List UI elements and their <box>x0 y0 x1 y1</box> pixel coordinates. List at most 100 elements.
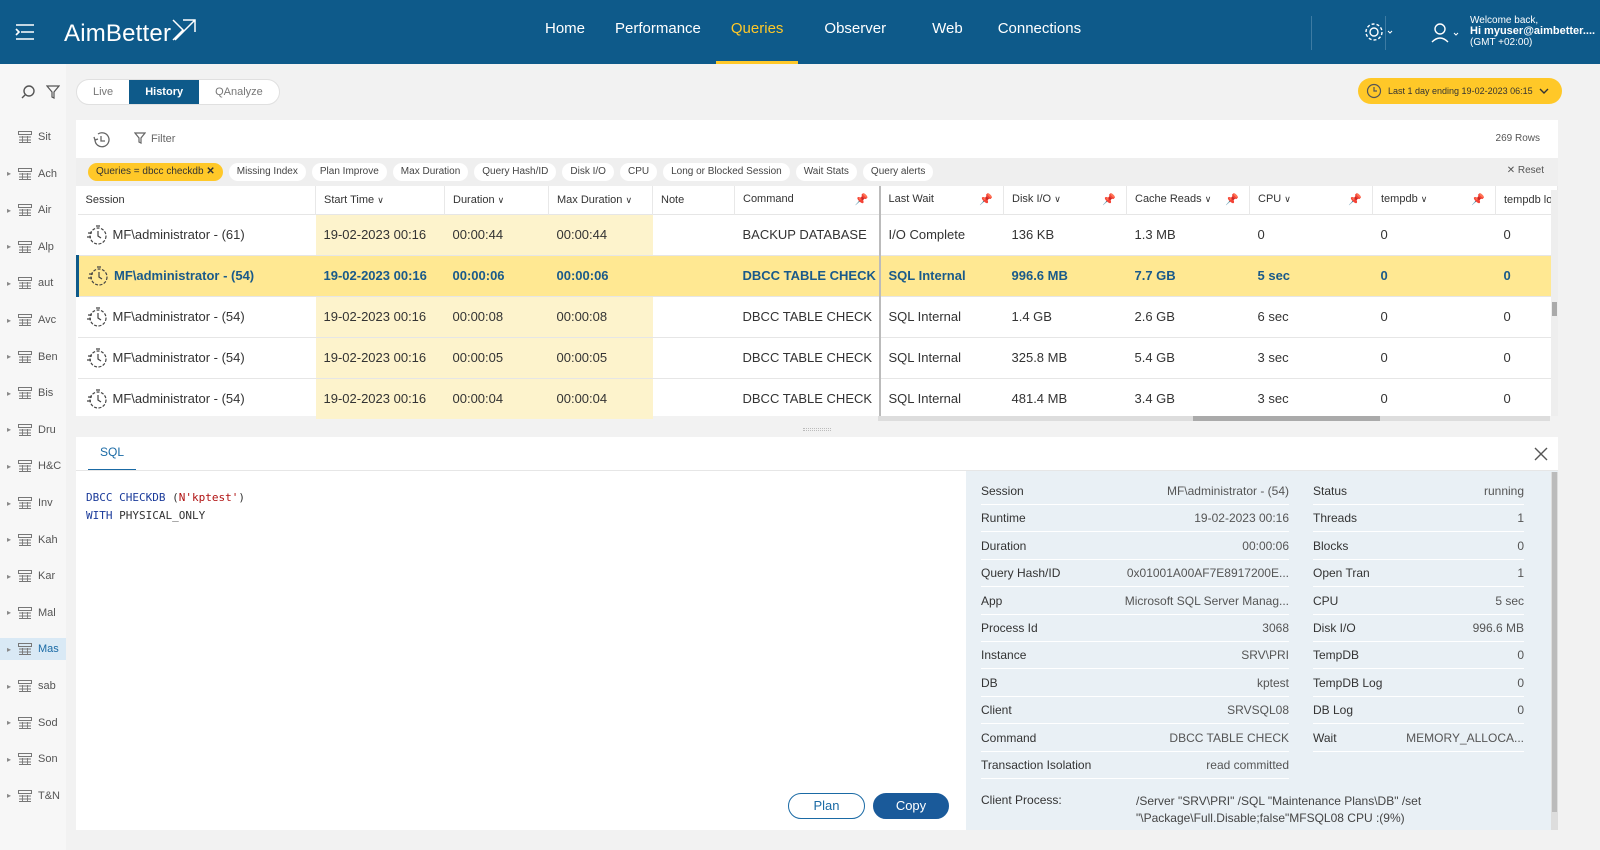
chevron-down-icon[interactable]: ∨ <box>1284 194 1291 205</box>
scroll-thumb[interactable] <box>1552 302 1557 316</box>
sidebar-item[interactable]: ▸ T&N <box>0 785 66 807</box>
chevron-down-icon[interactable]: ∨ <box>497 194 505 205</box>
chip-cpu[interactable]: CPU <box>619 163 658 181</box>
column-header[interactable]: Disk I/O ∨ 📌 <box>1003 186 1127 214</box>
column-header[interactable]: Session <box>77 186 316 214</box>
column-header[interactable]: Note <box>652 186 735 214</box>
nav-queries[interactable]: Queries <box>715 0 799 64</box>
expand-arrow-icon[interactable]: ▸ <box>6 791 11 801</box>
sidebar-item[interactable]: ▸ sab <box>0 675 66 697</box>
sidebar-item[interactable]: Sit <box>0 126 66 148</box>
sidebar-item[interactable]: ▸ Alp <box>0 236 66 258</box>
sidebar-item[interactable]: ▸ Kar <box>0 565 66 587</box>
tab-sql[interactable]: SQL <box>88 437 137 471</box>
chevron-down-icon[interactable]: ∨ <box>1054 194 1061 205</box>
sidebar-item[interactable]: ▸ Mas <box>0 638 66 661</box>
nav-performance[interactable]: Performance <box>615 20 701 37</box>
expand-arrow-icon[interactable]: ▸ <box>6 278 11 288</box>
expand-arrow-icon[interactable]: ▸ <box>6 315 11 325</box>
settings-menu[interactable] <box>1364 22 1394 47</box>
pin-icon[interactable]: 📌 <box>854 194 869 207</box>
pin-icon[interactable]: 📌 <box>979 194 993 207</box>
expand-arrow-icon[interactable]: ▸ <box>6 169 11 179</box>
remove-filter-icon[interactable]: ✕ <box>206 166 215 177</box>
sidebar-item[interactable]: ▸ Bis <box>0 382 66 404</box>
resize-handle[interactable] <box>803 428 831 431</box>
column-header[interactable]: tempdb log <box>1495 186 1558 214</box>
chip-wait-stats[interactable]: Wait Stats <box>795 163 857 181</box>
chip-query-alerts[interactable]: Query alerts <box>862 163 934 181</box>
sidebar-item[interactable]: ▸ Avc <box>0 309 66 331</box>
expand-arrow-icon[interactable]: ▸ <box>6 461 11 471</box>
menu-toggle-icon[interactable] <box>14 21 36 43</box>
welcome-block[interactable]: Welcome back, Hi myuser@aimbetter.... (G… <box>1470 15 1595 48</box>
expand-arrow-icon[interactable]: ▸ <box>6 571 11 581</box>
sidebar-item[interactable]: ▸ Son <box>0 748 66 770</box>
chevron-down-icon[interactable]: ∨ <box>625 194 633 205</box>
expand-arrow-icon[interactable]: ▸ <box>6 644 11 654</box>
nav-web[interactable]: Web <box>932 20 963 37</box>
table-row[interactable]: MF\administrator - (61) 19-02-2023 00:16 0… <box>77 213 1558 255</box>
table-row[interactable]: MF\administrator - (54) 19-02-2023 00:16 0… <box>77 336 1558 378</box>
expand-arrow-icon[interactable]: ▸ <box>6 205 11 215</box>
nav-connections[interactable]: Connections <box>997 20 1082 37</box>
column-header[interactable]: Command 📌 <box>734 186 880 214</box>
expand-arrow-icon[interactable]: ▸ <box>6 242 11 252</box>
sidebar-item[interactable]: ▸ Air <box>0 199 66 221</box>
vertical-scrollbar[interactable] <box>1551 190 1558 416</box>
sidebar-item[interactable]: ▸ Sod <box>0 712 66 734</box>
expand-arrow-icon[interactable]: ▸ <box>6 718 11 728</box>
column-header[interactable]: Start Time ∨ <box>315 186 445 214</box>
reset-button[interactable]: ✕ Reset <box>1506 165 1544 176</box>
sidebar-item[interactable]: ▸ Kah <box>0 529 66 551</box>
chip-missing-index[interactable]: Missing Index <box>228 163 306 181</box>
pin-icon[interactable]: 📌 <box>1348 194 1362 207</box>
chip-plan-improve[interactable]: Plan Improve <box>311 163 387 181</box>
app-logo[interactable]: AimBetter <box>64 18 197 48</box>
scroll-thumb[interactable] <box>1552 472 1557 812</box>
expand-arrow-icon[interactable]: ▸ <box>6 498 11 508</box>
filter-button[interactable]: Filter <box>134 132 175 145</box>
column-header[interactable]: Duration ∨ <box>444 186 549 214</box>
expand-arrow-icon[interactable]: ▸ <box>6 388 11 398</box>
nav-home[interactable]: Home <box>545 20 586 37</box>
column-header[interactable]: tempdb ∨ 📌 <box>1372 186 1496 214</box>
expand-arrow-icon[interactable]: ▸ <box>6 608 11 618</box>
pin-icon[interactable]: 📌 <box>1102 194 1116 207</box>
column-header[interactable]: Max Duration ∨ <box>548 186 653 214</box>
plan-button[interactable]: Plan <box>788 793 865 819</box>
expand-arrow-icon[interactable]: ▸ <box>6 352 11 362</box>
search-icon[interactable] <box>20 84 36 100</box>
sidebar-item[interactable]: ▸ Dru <box>0 419 66 441</box>
expand-arrow-icon[interactable]: ▸ <box>6 425 11 435</box>
table-row[interactable]: MF\administrator - (54) 19-02-2023 00:16 0… <box>77 295 1558 337</box>
chevron-down-icon[interactable]: ∨ <box>1204 194 1212 205</box>
sidebar-item[interactable]: ▸ Ben <box>0 346 66 368</box>
chip-long-blocked[interactable]: Long or Blocked Session <box>663 163 790 181</box>
expand-arrow-icon[interactable]: ▸ <box>6 681 11 691</box>
scroll-thumb[interactable] <box>1193 416 1380 421</box>
horizontal-scrollbar[interactable] <box>878 416 1550 421</box>
tab-live[interactable]: Live <box>93 86 114 98</box>
sidebar-item[interactable]: ▸ aut <box>0 272 66 294</box>
chevron-down-icon[interactable]: ∨ <box>377 194 384 205</box>
table-row[interactable]: MF\administrator - (54) 19-02-2023 00:16 0… <box>76 254 1558 296</box>
tab-history[interactable]: History <box>129 80 200 104</box>
details-scrollbar[interactable] <box>1551 472 1558 830</box>
sidebar-item[interactable]: ▸ Mal <box>0 602 66 624</box>
sidebar-item[interactable]: ▸ Inv <box>0 492 66 514</box>
pin-icon[interactable]: 📌 <box>1225 194 1239 207</box>
filter-icon[interactable] <box>46 84 60 100</box>
chip-query-hash[interactable]: Query Hash/ID <box>474 163 557 181</box>
chip-max-duration[interactable]: Max Duration <box>392 163 469 181</box>
history-icon[interactable] <box>91 130 115 150</box>
close-icon[interactable] <box>1532 445 1550 463</box>
table-row[interactable]: MF\administrator - (54) 19-02-2023 00:16 0… <box>77 377 1558 419</box>
copy-button[interactable]: Copy <box>873 793 949 819</box>
pin-icon[interactable]: 📌 <box>1471 194 1485 207</box>
chevron-down-icon[interactable]: ∨ <box>1420 194 1428 205</box>
sidebar-item[interactable]: ▸ H&C <box>0 455 66 477</box>
column-header[interactable]: Cache Reads ∨ 📌 <box>1126 186 1250 214</box>
sidebar-item[interactable]: ▸ Ach <box>0 163 66 185</box>
date-range-button[interactable]: Last 1 day ending 19-02-2023 06:15 <box>1358 78 1562 104</box>
